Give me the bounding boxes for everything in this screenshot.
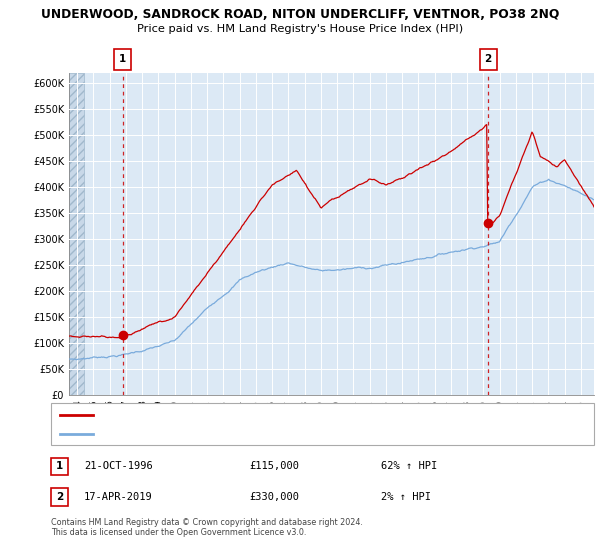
Text: 2% ↑ HPI: 2% ↑ HPI	[381, 492, 431, 502]
Text: Contains HM Land Registry data © Crown copyright and database right 2024.
This d: Contains HM Land Registry data © Crown c…	[51, 518, 363, 538]
Text: 2: 2	[56, 492, 63, 502]
Text: 2: 2	[485, 54, 492, 64]
Text: HPI: Average price, detached house, Isle of Wight: HPI: Average price, detached house, Isle…	[97, 430, 321, 438]
Text: £330,000: £330,000	[249, 492, 299, 502]
Text: 21-OCT-1996: 21-OCT-1996	[84, 461, 153, 472]
Bar	[69, 73, 84, 395]
Text: 62% ↑ HPI: 62% ↑ HPI	[381, 461, 437, 472]
Text: 17-APR-2019: 17-APR-2019	[84, 492, 153, 502]
Text: 1: 1	[56, 461, 63, 472]
Text: Price paid vs. HM Land Registry's House Price Index (HPI): Price paid vs. HM Land Registry's House …	[137, 24, 463, 34]
Text: £115,000: £115,000	[249, 461, 299, 472]
Text: UNDERWOOD, SANDROCK ROAD, NITON UNDERCLIFF, VENTNOR, PO38 2NQ: UNDERWOOD, SANDROCK ROAD, NITON UNDERCLI…	[41, 8, 559, 21]
Text: UNDERWOOD, SANDROCK ROAD, NITON UNDERCLIFF, VENTNOR, PO38 2NQ (detached h: UNDERWOOD, SANDROCK ROAD, NITON UNDERCLI…	[97, 410, 496, 419]
Text: 1: 1	[119, 54, 126, 64]
